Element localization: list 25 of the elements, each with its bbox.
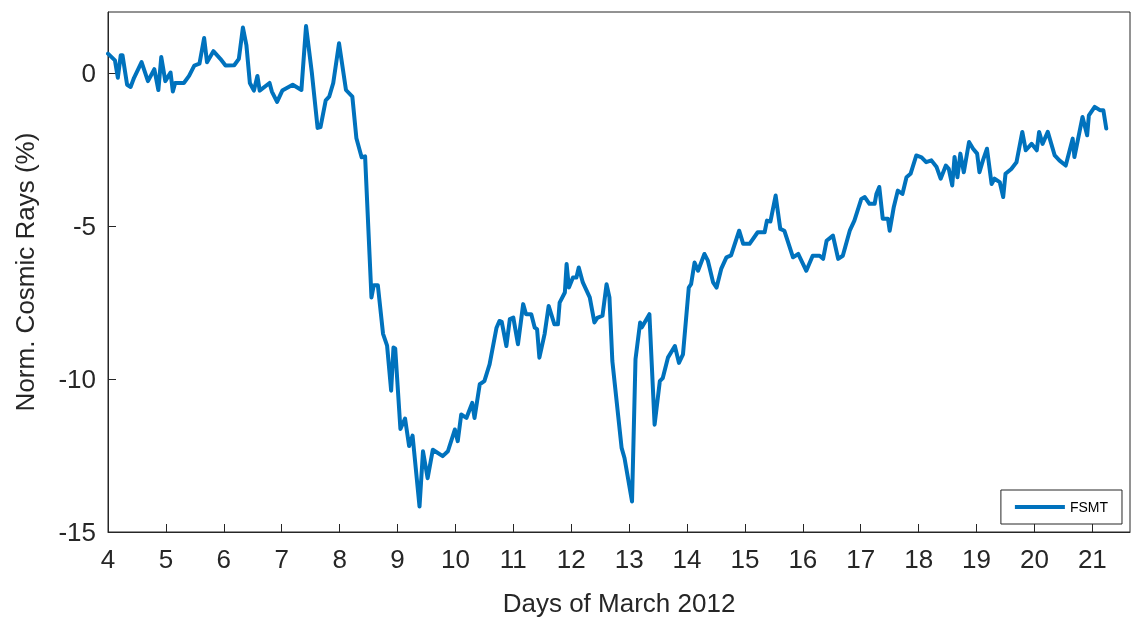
x-tick-label: 19 — [962, 544, 992, 574]
y-axis-title: Norm. Cosmic Rays (%) — [10, 132, 40, 412]
y-tick-label: -15 — [58, 517, 96, 547]
x-tick-label: 8 — [332, 544, 347, 574]
x-tick-label: 13 — [614, 544, 644, 574]
x-tick-label: 20 — [1020, 544, 1049, 574]
x-tick-label: 4 — [100, 544, 116, 574]
x-tick-label: 17 — [846, 544, 876, 574]
x-tick-label: 10 — [440, 544, 470, 574]
legend-label: FSMT — [1069, 499, 1109, 515]
x-tick-label: 9 — [390, 544, 405, 574]
x-tick-label: 18 — [904, 544, 934, 574]
x-tick-label: 14 — [672, 544, 702, 574]
x-tick-label: 12 — [556, 544, 586, 574]
y-tick-label: -5 — [72, 211, 96, 242]
x-tick-label: 15 — [730, 544, 760, 574]
x-tick-label: 5 — [158, 544, 174, 574]
x-axis-title: Days of March 2012 — [502, 588, 736, 618]
x-tick-label: 16 — [788, 544, 818, 574]
y-tick-label: 0 — [81, 58, 96, 89]
x-tick-label: 11 — [499, 544, 527, 574]
x-tick-label: 21 — [1077, 544, 1107, 574]
x-tick-label: 6 — [216, 544, 232, 574]
y-tick-label: -10 — [58, 364, 96, 395]
x-tick-label: 7 — [274, 544, 289, 574]
